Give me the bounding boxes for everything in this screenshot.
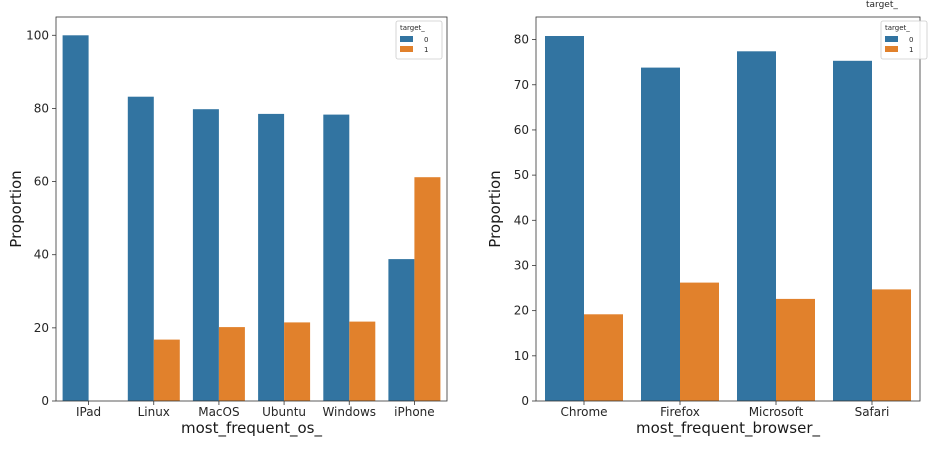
bar-windows-series-1 — [349, 321, 376, 401]
bar-iphone-series-0 — [388, 259, 415, 401]
legend-title: target_ — [400, 24, 425, 32]
legend: target_ 0 1 — [880, 20, 928, 60]
bar-ipad-series-0 — [62, 35, 89, 402]
x-tick-label-ubuntu: Ubuntu — [262, 405, 306, 419]
x-tick-label-chrome: Chrome — [560, 405, 607, 419]
bar-microsoft-series-0 — [737, 51, 776, 402]
y-tick-label: 40 — [34, 248, 49, 262]
bar-macos-series-0 — [192, 109, 219, 401]
bar-chrome-series-1 — [584, 314, 623, 401]
y-axis-label: Proportion — [486, 170, 504, 247]
bar-safari-series-1 — [872, 289, 911, 401]
y-tick-label: 80 — [514, 33, 529, 47]
legend-swatch-1 — [400, 46, 413, 52]
bar-iphone-series-1 — [414, 177, 441, 401]
bar-ubuntu-series-0 — [258, 113, 285, 402]
y-tick-label: 60 — [514, 123, 529, 137]
y-tick-label: 40 — [514, 213, 529, 227]
bar-linux-series-1 — [153, 339, 180, 401]
y-tick-label: 0 — [521, 394, 529, 408]
y-tick-label: 60 — [34, 175, 49, 189]
legend-label-0: 0 — [909, 36, 913, 44]
truncated-legend-title-fragment: target_ — [866, 0, 898, 10]
y-tick-label: 80 — [34, 101, 49, 115]
legend-swatch-1 — [885, 46, 898, 52]
chart-panel-1: 0 20 40 60 80 100 IPad Linux MacOS Ubuntu Windows i… — [7, 16, 448, 438]
legend-label-0: 0 — [424, 36, 428, 44]
legend-swatch-0 — [400, 36, 413, 42]
bar-chrome-series-0 — [545, 36, 584, 401]
y-tick-label: 70 — [514, 78, 529, 92]
legend: target_ 0 1 — [395, 20, 443, 60]
x-tick-label-macos: MacOS — [198, 405, 239, 419]
bar-macos-series-1 — [218, 327, 245, 401]
bar-linux-series-0 — [127, 96, 154, 401]
bar-firefox-series-0 — [641, 67, 680, 401]
bar-ubuntu-series-1 — [284, 322, 311, 401]
y-axis-label: Proportion — [7, 170, 25, 247]
legend-swatch-0 — [885, 36, 898, 42]
x-tick-label-firefox: Firefox — [660, 405, 700, 419]
plot-frame — [535, 16, 921, 402]
y-tick-label: 50 — [514, 168, 529, 182]
x-tick-label-iphone: iPhone — [394, 405, 435, 419]
x-tick-label-ipad: IPad — [76, 405, 101, 419]
y-tick-label: 10 — [514, 349, 529, 363]
x-tick-label-safari: Safari — [855, 405, 890, 419]
x-axis-label: most_frequent_os_ — [181, 419, 322, 438]
y-tick-label: 20 — [514, 304, 529, 318]
bar-windows-series-0 — [323, 114, 350, 401]
x-tick-label-windows: Windows — [322, 405, 376, 419]
bar-safari-series-0 — [833, 60, 872, 402]
x-tick-label-microsoft: Microsoft — [749, 405, 804, 419]
legend-label-1: 1 — [909, 46, 913, 54]
bar-firefox-series-1 — [680, 282, 719, 401]
x-tick-label-linux: Linux — [138, 405, 170, 419]
y-tick-label: 0 — [41, 394, 49, 408]
bar-microsoft-series-1 — [776, 298, 815, 401]
y-tick-label: 30 — [514, 258, 529, 272]
y-tick-label: 20 — [34, 321, 49, 335]
plot-frame — [55, 16, 448, 402]
legend-title: target_ — [885, 24, 910, 32]
x-axis-label: most_frequent_browser_ — [636, 419, 820, 438]
y-tick-label: 100 — [26, 28, 49, 42]
legend-label-1: 1 — [424, 46, 428, 54]
